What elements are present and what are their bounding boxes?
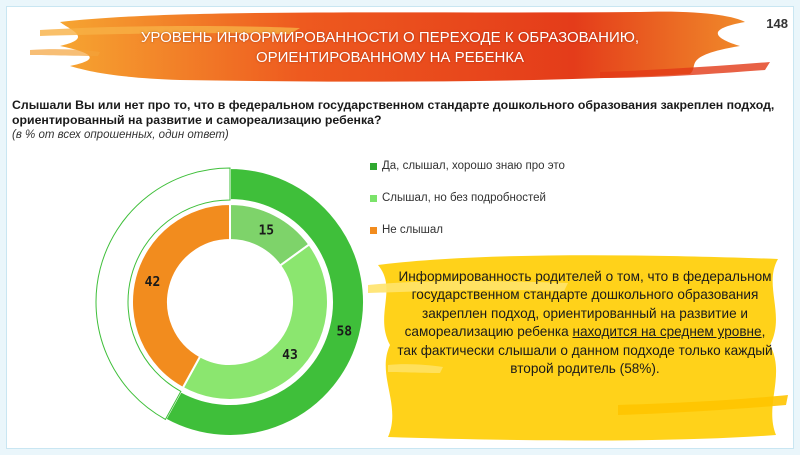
callout-part2: , так фактически слышали о данном подход…: [397, 324, 773, 377]
legend-item: Да, слышал, хорошо знаю про это: [370, 158, 565, 174]
outer-ring-slice: [95, 167, 231, 421]
header-brush: [30, 11, 770, 82]
callout-brush: [368, 255, 788, 441]
legend-swatch: [370, 162, 377, 170]
outer-ring-data-label: 58: [336, 324, 352, 339]
page-title: УРОВЕНЬ ИНФОРМИРОВАННОСТИ О ПЕРЕХОДЕ К О…: [120, 28, 660, 68]
survey-question: Слышали Вы или нет про то, что в федерал…: [12, 98, 775, 127]
callout-emphasis: находится на среднем уровне: [572, 324, 762, 340]
chart-legend: Да, слышал, хорошо знаю про это Слышал, …: [370, 158, 565, 254]
page-title-line2: ОРИЕНТИРОВАННОМУ НА РЕБЕНКА: [255, 49, 525, 66]
survey-note: (в % от всех опрошенных, один ответ): [12, 129, 229, 141]
inner-ring-data-label: 15: [258, 224, 274, 239]
page-title-line1: УРОВЕНЬ ИНФОРМИРОВАННОСТИ О ПЕРЕХОДЕ К О…: [140, 29, 640, 46]
outer-ring-slice: [164, 166, 365, 437]
callout-text: Информированность родителей о том, что в…: [395, 268, 775, 378]
legend-item: Не слышал: [370, 222, 565, 238]
page-number: 148: [766, 16, 788, 31]
legend-swatch: [370, 194, 377, 202]
donut-chart: 58 15 43 42: [95, 166, 365, 437]
legend-item: Слышал, но без подробностей: [370, 190, 565, 206]
callout-part1: Информированность родителей о том, что в…: [398, 269, 772, 340]
legend-label: Не слышал: [382, 224, 443, 236]
inner-ring-data-label: 43: [282, 348, 298, 363]
inner-ring-slice: [131, 202, 231, 390]
inner-ring-slice: [181, 242, 329, 401]
legend-label: Слышал, но без подробностей: [382, 192, 546, 204]
legend-swatch: [370, 226, 377, 234]
legend-label: Да, слышал, хорошо знаю про это: [382, 160, 565, 172]
inner-ring-data-label: 42: [145, 275, 161, 290]
